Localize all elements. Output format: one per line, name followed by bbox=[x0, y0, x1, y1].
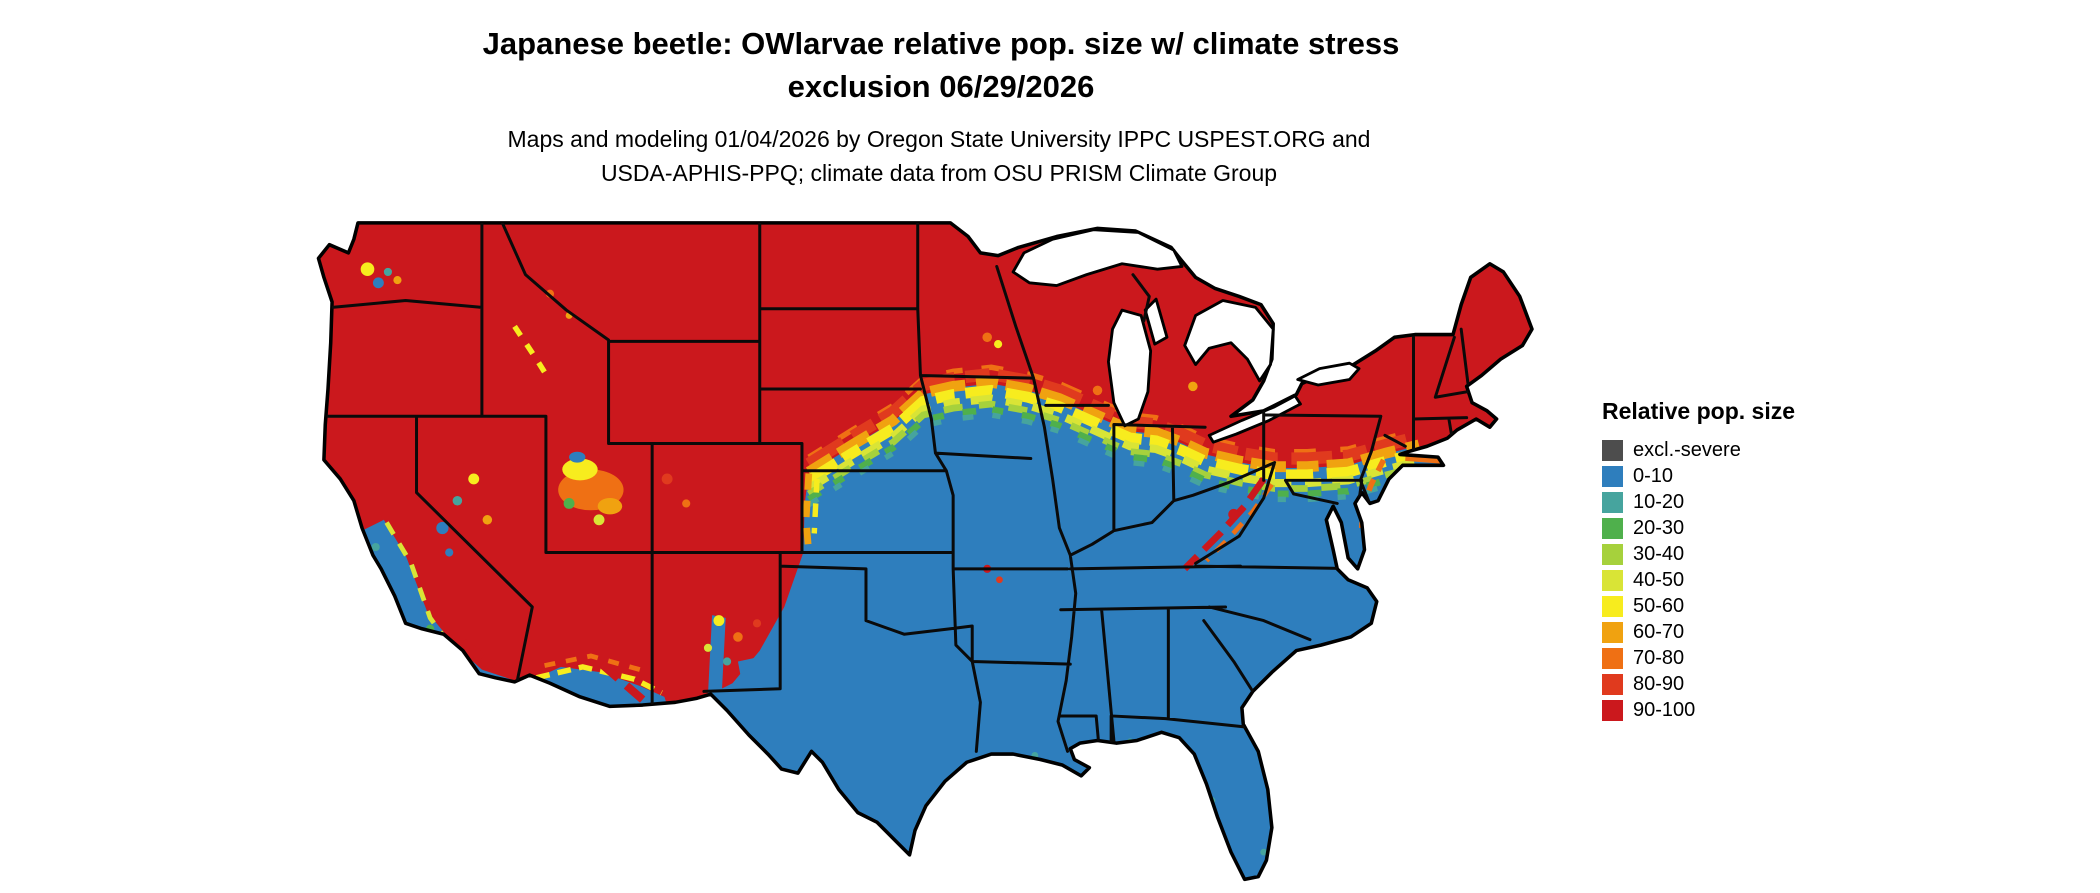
us-choropleth-map bbox=[310, 212, 1550, 893]
legend-item: 20-30 bbox=[1602, 515, 1795, 541]
lake-huron bbox=[1183, 299, 1275, 383]
legend-label: 80-90 bbox=[1633, 672, 1685, 695]
legend-item: 10-20 bbox=[1602, 489, 1795, 515]
legend-item: 70-80 bbox=[1602, 645, 1795, 671]
lake-superior bbox=[1011, 228, 1184, 287]
legend-swatch bbox=[1602, 647, 1623, 669]
legend-title: Relative pop. size bbox=[1602, 398, 1796, 424]
legend-label: 50-60 bbox=[1633, 594, 1685, 617]
lake-michigan bbox=[1106, 308, 1153, 428]
legend-swatch bbox=[1602, 543, 1623, 565]
legend-swatch bbox=[1602, 517, 1623, 539]
legend-swatch bbox=[1602, 621, 1623, 643]
lake-erie bbox=[1207, 394, 1302, 444]
legend-item: 0-10 bbox=[1602, 463, 1795, 489]
legend-item: 30-40 bbox=[1602, 541, 1795, 567]
california-valley-patch bbox=[342, 519, 518, 692]
legend-swatch bbox=[1602, 465, 1623, 487]
map-legend: Relative pop. size excl.-severe 0-10 10-… bbox=[1602, 398, 1795, 723]
legend-label: 30-40 bbox=[1633, 542, 1685, 565]
map-title: Japanese beetle: OWlarvae relative pop. … bbox=[0, 22, 1882, 108]
legend-swatch bbox=[1602, 673, 1623, 695]
lake-ontario bbox=[1296, 361, 1361, 387]
state-boundaries bbox=[326, 222, 1477, 753]
map-title-line1: Japanese beetle: OWlarvae relative pop. … bbox=[482, 26, 1400, 61]
map-subtitle: Maps and modeling 01/04/2026 by Oregon S… bbox=[0, 122, 1878, 190]
legend-label: 0-10 bbox=[1633, 464, 1674, 487]
legend-item: excl.-severe bbox=[1602, 437, 1795, 463]
legend-label: 10-20 bbox=[1633, 490, 1685, 513]
legend-item: 80-90 bbox=[1602, 671, 1795, 697]
legend-label: 20-30 bbox=[1633, 516, 1685, 539]
legend-item: 90-100 bbox=[1602, 697, 1795, 723]
legend-label: 70-80 bbox=[1633, 646, 1685, 669]
green-bay bbox=[1143, 297, 1169, 346]
map-subtitle-line2: USDA-APHIS-PPQ; climate data from OSU PR… bbox=[600, 160, 1278, 186]
legend-label: excl.-severe bbox=[1633, 438, 1741, 461]
legend-item: 40-50 bbox=[1602, 567, 1795, 593]
map-title-line2: exclusion 06/29/2026 bbox=[787, 69, 1095, 104]
legend-swatch bbox=[1602, 491, 1623, 513]
map-subtitle-line1: Maps and modeling 01/04/2026 by Oregon S… bbox=[507, 126, 1371, 152]
legend-item: 50-60 bbox=[1602, 593, 1795, 619]
legend-swatch bbox=[1602, 439, 1623, 461]
se-new-mexico-patch bbox=[737, 653, 790, 697]
legend-label: 40-50 bbox=[1633, 568, 1685, 591]
legend-swatch bbox=[1602, 699, 1623, 721]
legend-swatch bbox=[1602, 595, 1623, 617]
rio-grande-valley-patch bbox=[707, 615, 726, 697]
legend-swatch bbox=[1602, 569, 1623, 591]
legend-label: 60-70 bbox=[1633, 620, 1685, 643]
us-map-svg bbox=[316, 221, 1534, 882]
great-lakes bbox=[1011, 228, 1361, 444]
legend-item: 60-70 bbox=[1602, 619, 1795, 645]
legend-label: 90-100 bbox=[1633, 698, 1696, 721]
